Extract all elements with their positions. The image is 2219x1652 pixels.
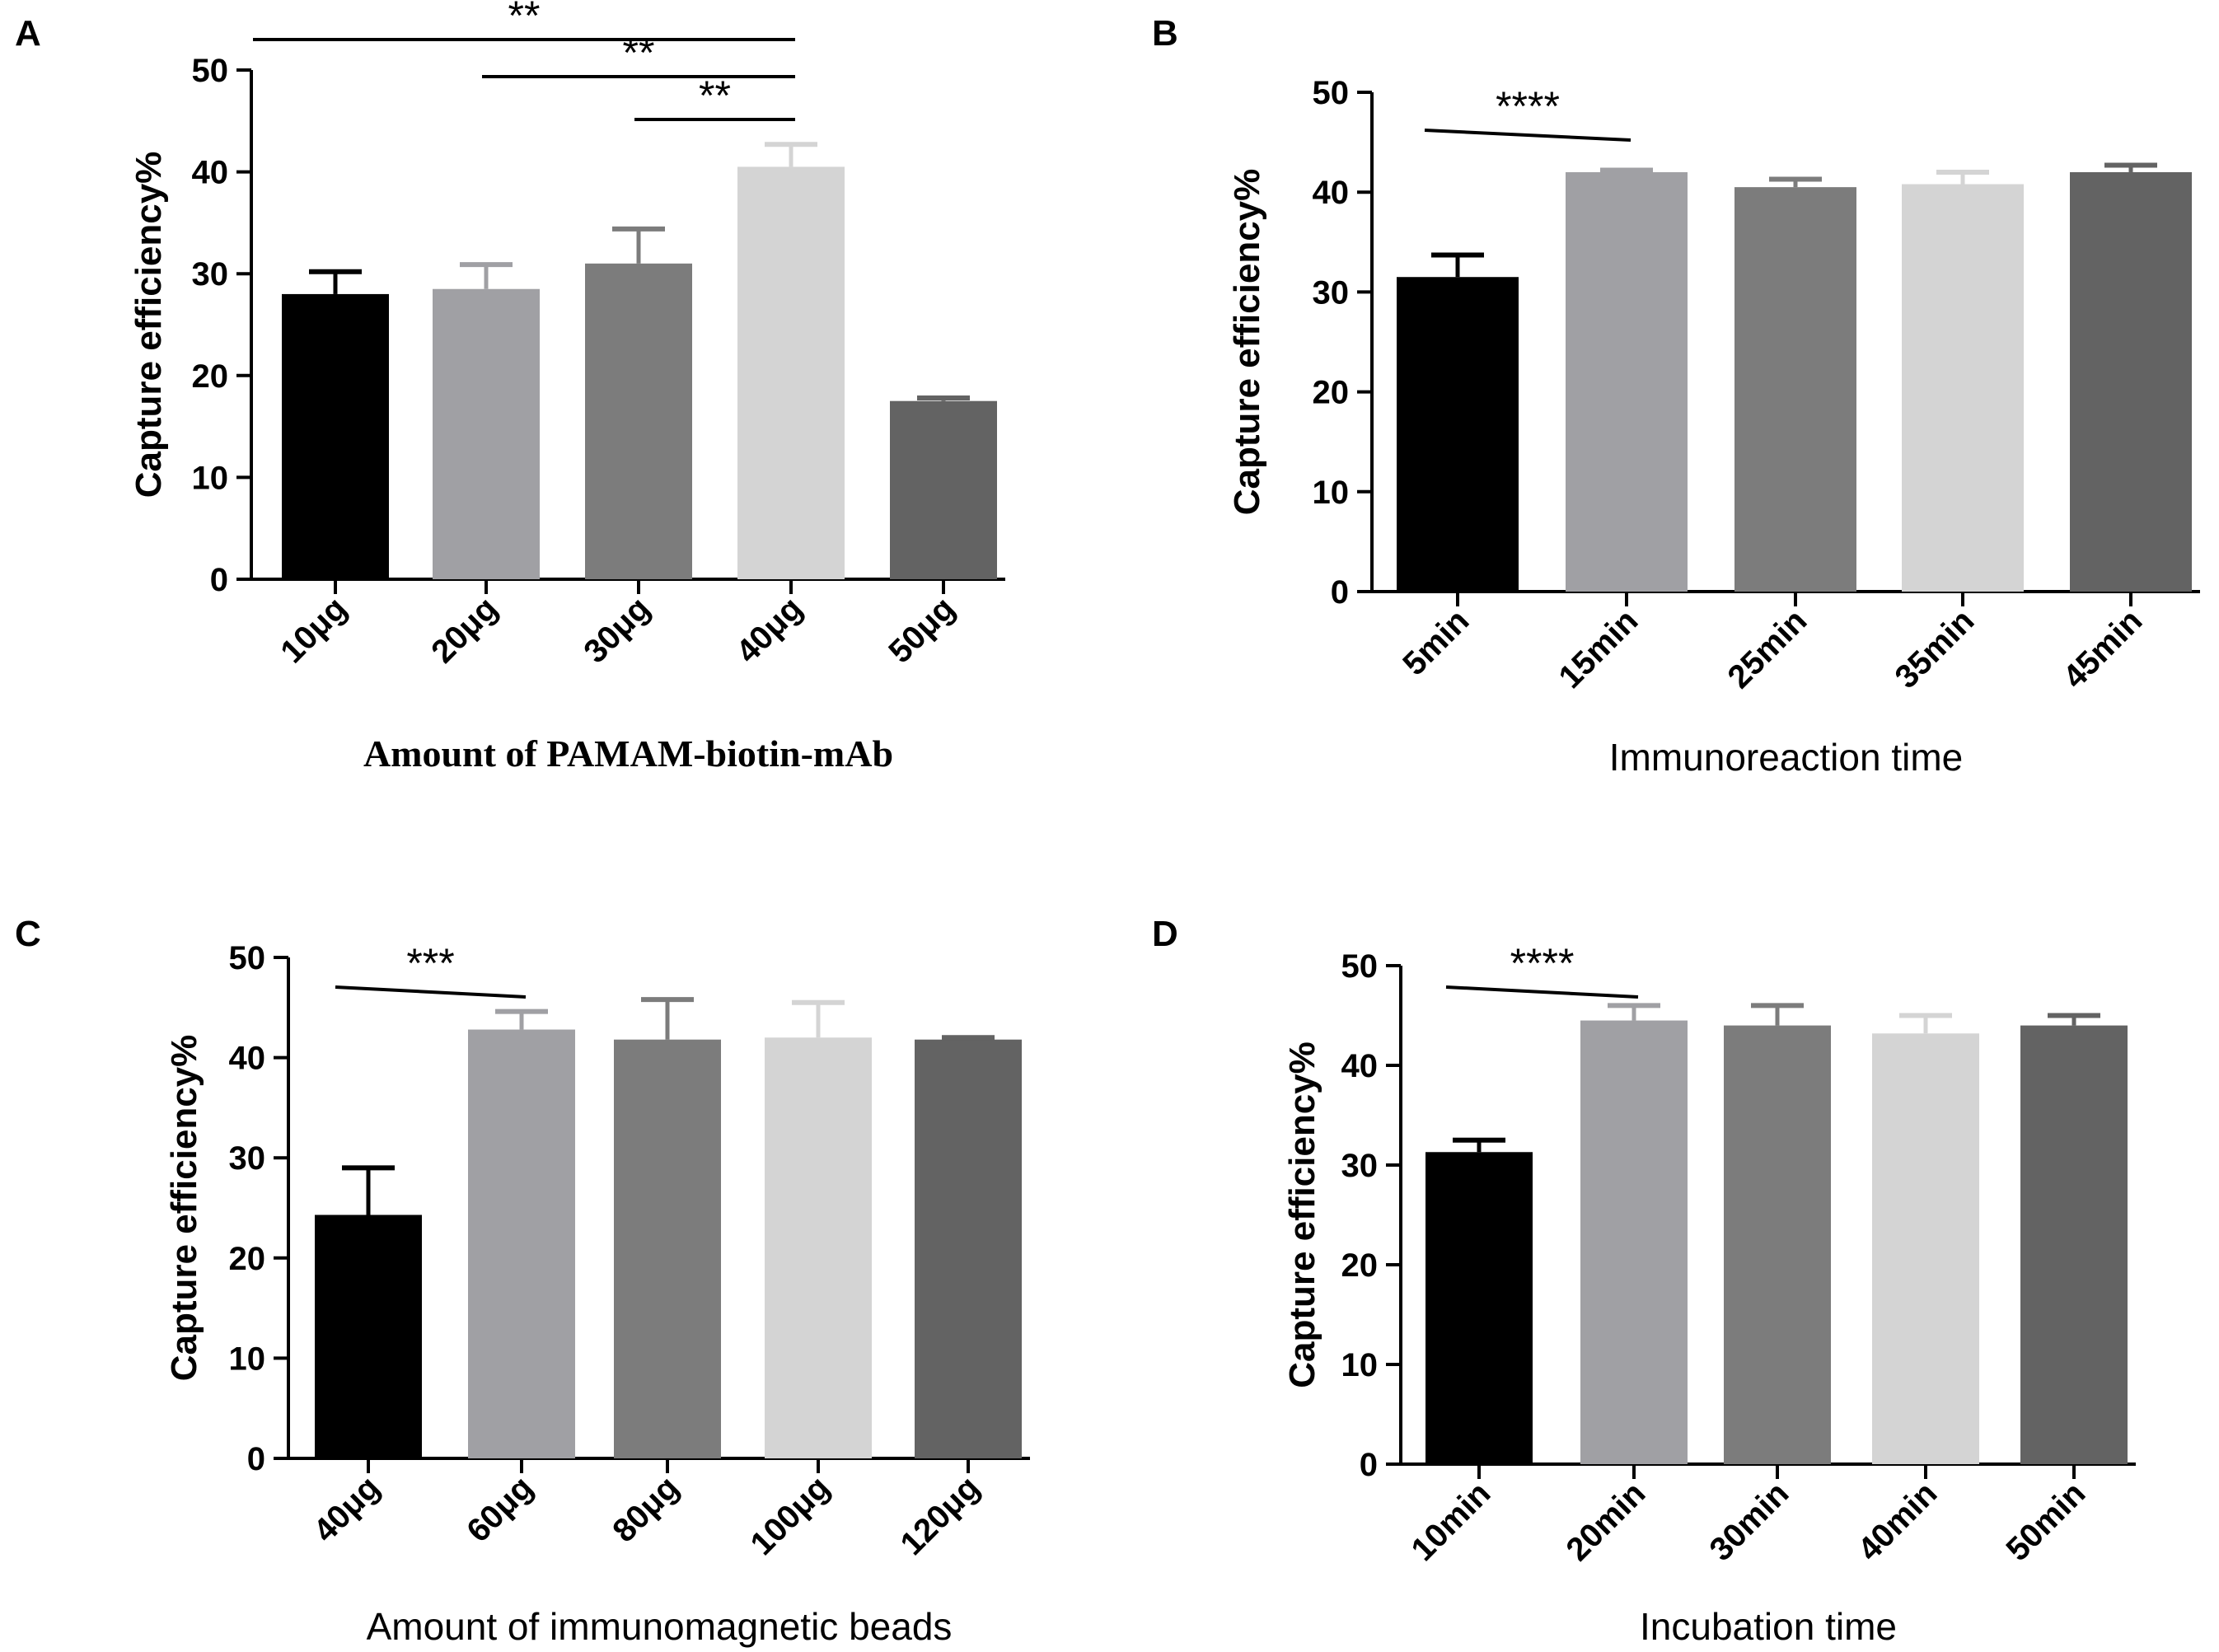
y-tick-label: 50 (192, 53, 229, 89)
y-tick-label: 50 (1341, 948, 1379, 985)
y-tick-label: 50 (229, 940, 266, 976)
chart-panel-a: A 0 10 20 30 40 50 10μg 20μg 30μg 40μg 50μg Capture … (15, 0, 1005, 775)
bar-1 (433, 288, 540, 579)
y-tick-label: 30 (229, 1140, 266, 1177)
y-tick-label: 0 (210, 562, 228, 598)
bar-1 (468, 1029, 575, 1458)
category-label-1: 15min (1552, 602, 1646, 695)
y-axis-title: Capture efficiency% (1227, 169, 1267, 516)
significance-label-0: *** (406, 940, 454, 986)
category-label-4: 50μg (882, 590, 962, 670)
y-tick-label: 20 (1341, 1247, 1379, 1284)
x-axis-title: Immunoreaction time (1609, 736, 1964, 779)
bar-0 (282, 293, 389, 579)
panel-letter: C (15, 914, 41, 954)
y-tick-label: 20 (229, 1241, 266, 1277)
panel-letter: B (1152, 13, 1178, 54)
bar-0 (315, 1214, 422, 1458)
significance-line-0 (1424, 129, 1631, 142)
y-tick-label: 30 (192, 256, 229, 292)
significance-label-1: ** (623, 30, 655, 76)
category-label-2: 30min (1703, 1475, 1796, 1568)
category-label-1: 20min (1560, 1475, 1653, 1568)
chart-panel-c: C 0 10 20 30 40 50 40μg 60μg 80μg 100μg 120μg Captur… (15, 914, 1030, 1648)
bar-2 (614, 1039, 721, 1458)
y-axis-title: Capture efficiency% (1282, 1041, 1323, 1388)
category-label-1: 20μg (424, 590, 504, 670)
bar-3 (1872, 1033, 1979, 1464)
category-label-4: 45min (2057, 602, 2150, 695)
bar-4 (2020, 1025, 2128, 1464)
x-axis-title: Incubation time (1640, 1605, 1897, 1648)
bar-2 (585, 263, 692, 579)
y-tick-label: 10 (1313, 475, 1350, 511)
y-tick-label: 20 (192, 358, 229, 395)
category-label-2: 25min (1721, 602, 1814, 695)
y-tick-label: 10 (1341, 1347, 1379, 1383)
bar-0 (1397, 277, 1519, 592)
y-tick-label: 40 (192, 155, 229, 191)
y-tick-label: 10 (229, 1341, 266, 1377)
y-tick-label: 0 (247, 1441, 265, 1477)
bar-3 (765, 1037, 872, 1458)
bar-0 (1425, 1152, 1533, 1464)
category-label-0: 10min (1405, 1475, 1498, 1568)
category-label-4: 50min (2000, 1475, 2093, 1568)
category-label-3: 40μg (729, 590, 809, 670)
chart-panel-d: D 0 10 20 30 40 50 10min 20min 30min 40min 50min Cap… (1152, 914, 2136, 1648)
significance-line-0 (335, 985, 527, 999)
y-tick-label: 40 (1341, 1048, 1379, 1084)
significance-label-0: **** (1496, 83, 1560, 129)
significance-label-0: **** (1510, 940, 1575, 986)
y-tick-label: 30 (1313, 274, 1350, 311)
y-tick-label: 0 (1331, 574, 1349, 611)
category-label-4: 120μg (893, 1469, 986, 1562)
y-tick-label: 40 (1313, 175, 1350, 211)
bar-3 (1902, 184, 2024, 592)
x-axis-title: Amount of PAMAM-biotin-mAb (363, 732, 893, 775)
bar-1 (1566, 171, 1688, 592)
category-label-0: 5min (1396, 602, 1476, 682)
category-label-0: 10μg (274, 590, 353, 670)
y-tick-label: 50 (1313, 75, 1350, 111)
bar-4 (2070, 171, 2192, 592)
bar-1 (1580, 1020, 1688, 1464)
y-tick-label: 40 (229, 1041, 266, 1077)
x-axis-title: Amount of immunomagnetic beads (367, 1605, 953, 1648)
y-axis-title: Capture efficiency% (129, 152, 169, 498)
y-tick-label: 20 (1313, 375, 1350, 411)
y-tick-label: 30 (1341, 1148, 1379, 1184)
category-label-2: 30μg (577, 590, 657, 670)
significance-line-0 (1445, 985, 1639, 999)
category-label-1: 60μg (460, 1469, 540, 1549)
bar-2 (1724, 1025, 1831, 1464)
bar-2 (1734, 187, 1856, 592)
category-label-0: 40μg (307, 1469, 386, 1549)
category-label-3: 35min (1889, 602, 1982, 695)
significance-label-2: ** (699, 73, 731, 119)
category-label-2: 80μg (606, 1469, 686, 1549)
panel-letter: D (1152, 914, 1178, 954)
significance-label-0: ** (508, 0, 541, 39)
category-label-3: 40min (1852, 1475, 1945, 1568)
bar-4 (890, 400, 997, 579)
y-tick-label: 10 (192, 460, 229, 496)
y-tick-label: 0 (1360, 1447, 1378, 1483)
bar-3 (737, 166, 845, 580)
category-label-3: 100μg (743, 1469, 836, 1562)
bar-4 (915, 1039, 1022, 1458)
panel-letter: A (15, 13, 41, 54)
chart-panel-b: B 0 10 20 30 40 50 5min 15min 25min 35min 45min Capt… (1152, 13, 2200, 779)
y-axis-title: Capture efficiency% (164, 1035, 204, 1382)
